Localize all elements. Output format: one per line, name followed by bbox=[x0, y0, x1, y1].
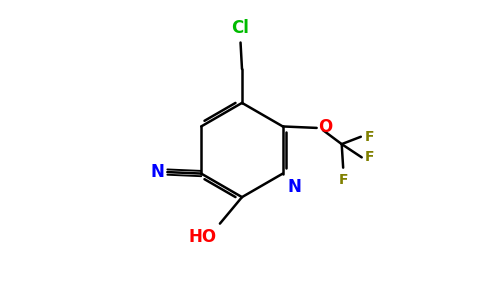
Text: N: N bbox=[287, 178, 301, 196]
Text: F: F bbox=[364, 130, 374, 144]
Text: N: N bbox=[151, 163, 165, 181]
Text: O: O bbox=[318, 118, 333, 136]
Text: F: F bbox=[365, 150, 375, 164]
Text: F: F bbox=[338, 173, 348, 187]
Text: HO: HO bbox=[189, 228, 217, 246]
Text: Cl: Cl bbox=[231, 19, 249, 37]
